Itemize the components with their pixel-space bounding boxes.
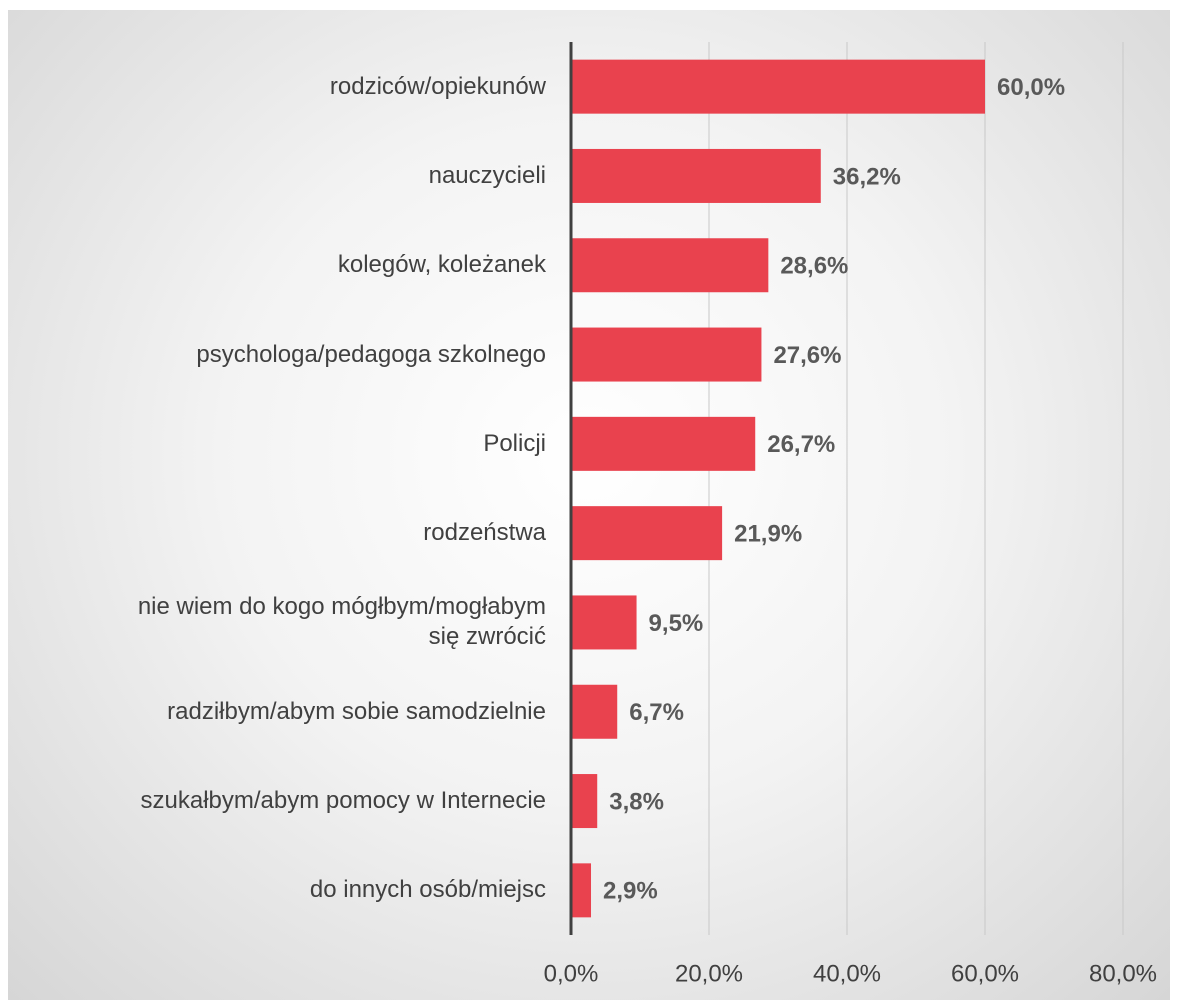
value-label: 6,7% [629,699,684,726]
bar [571,327,762,382]
value-label: 28,6% [780,253,848,280]
y-tick-label: kolegów, koleżanek [337,251,546,279]
value-label: 2,9% [603,878,658,905]
value-label: 26,7% [767,431,835,458]
chart: 0,0% 20,0% 40,0% 60,0% 80,0% 60,0% 36,2% 28,6% 2… [8,10,1170,1000]
y-tick-label: do innych osób/miejsc [309,876,546,904]
bar [571,148,821,203]
y-tick-label: nie wiem do kogo mógłbym/mogłabym się zw… [137,593,546,651]
y-tick-label: rodziców/opiekunów [329,72,546,100]
bar [571,684,618,739]
bar [571,506,723,561]
y-tick-label: radziłbym/abym sobie samodzielnie [167,697,546,725]
value-label: 27,6% [773,342,841,369]
y-tick-label: psychologa/pedagoga szkolnego [196,340,546,368]
x-tick-label: 40,0% [813,960,881,987]
x-tick-label: 80,0% [1089,960,1157,987]
y-tick-label: nauczycieli [428,161,546,189]
plot: 0,0% 20,0% 40,0% 60,0% 80,0% 60,0% 36,2% 28,6% 2… [544,42,1157,987]
x-tick-label: 0,0% [544,960,599,987]
bar [571,863,592,918]
x-tick-label: 60,0% [951,960,1019,987]
bar [571,595,637,650]
value-label: 3,8% [609,788,664,815]
y-tick-label: rodzeństwa [423,519,546,547]
x-tick-label: 20,0% [675,960,743,987]
bar [571,238,769,293]
y-tick-label: Policji [483,429,546,457]
value-label: 60,0% [997,74,1065,101]
bar [571,774,598,829]
y-tick-label: szukałbym/abym pomocy w Internecie [140,787,547,815]
value-label: 21,9% [734,520,802,547]
bar [571,416,756,471]
value-label: 36,2% [833,163,901,190]
value-label: 9,5% [649,610,704,637]
bar [571,59,985,114]
